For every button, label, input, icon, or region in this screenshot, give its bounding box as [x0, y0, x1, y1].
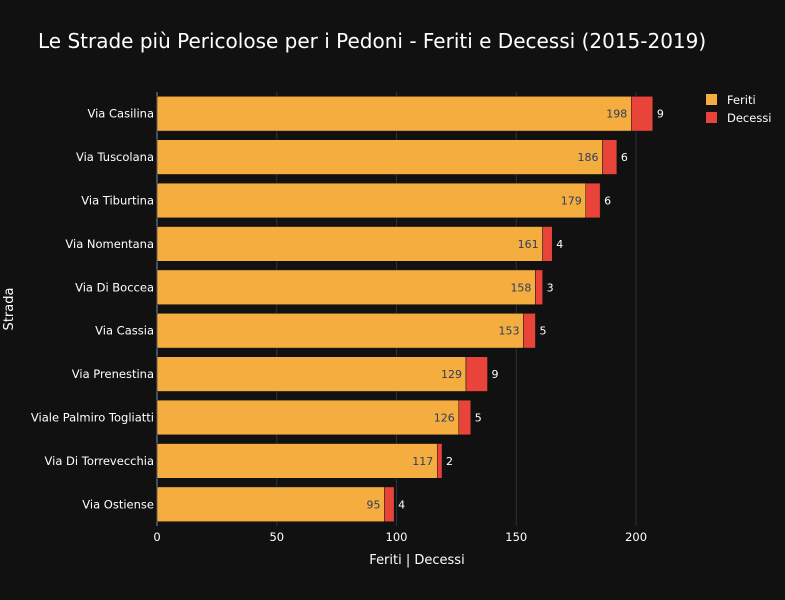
bar-decessi[interactable]: [585, 182, 601, 219]
y-tick-label: Via Tuscolana: [76, 150, 154, 164]
data-label-feriti: 129: [441, 368, 462, 381]
bar-feriti[interactable]: [156, 139, 603, 175]
data-label-decessi: 5: [539, 325, 546, 338]
data-label-feriti: 198: [606, 108, 627, 121]
x-tick-label: 150: [505, 530, 527, 544]
data-label-feriti: 126: [434, 412, 455, 425]
data-labels: 198 9 186 6 179 6 161 4 158 3 153 5 129 9 126 5 117 2 95 4: [367, 108, 664, 512]
x-axis-tick-labels: 0 50 100 150 200: [153, 530, 647, 544]
y-tick-label: Via Casilina: [87, 107, 154, 121]
y-tick-label: Viale Palmiro Togliatti: [31, 411, 154, 425]
bar-decessi[interactable]: [436, 443, 443, 479]
y-axis-title: Strada: [2, 288, 17, 331]
bar-decessi[interactable]: [523, 313, 536, 349]
legend-label: Decessi: [727, 111, 772, 125]
y-tick-label: Via Di Boccea: [75, 280, 154, 294]
legend-swatch: [706, 94, 717, 105]
data-label-feriti: 179: [561, 195, 582, 208]
bar-feriti[interactable]: [156, 443, 438, 479]
x-axis-title: Feriti | Decessi: [369, 553, 464, 568]
legend-item-feriti[interactable]: Feriti: [706, 93, 756, 107]
data-label-decessi: 2: [446, 455, 453, 468]
data-label-decessi: 6: [604, 195, 611, 208]
y-tick-label: Via Di Torrevecchia: [45, 454, 154, 468]
bars: [156, 96, 654, 522]
legend-swatch: [706, 112, 717, 123]
data-label-feriti: 95: [367, 498, 381, 511]
bar-decessi[interactable]: [602, 139, 618, 175]
x-tick-label: 50: [269, 530, 284, 544]
legend[interactable]: Feriti Decessi: [706, 93, 772, 125]
data-label-feriti: 158: [510, 281, 531, 294]
bar-feriti[interactable]: [156, 269, 536, 305]
data-label-decessi: 6: [621, 151, 628, 164]
bar-decessi[interactable]: [535, 269, 543, 305]
data-label-decessi: 9: [657, 108, 664, 121]
bar-feriti[interactable]: [156, 182, 586, 219]
bar-feriti[interactable]: [156, 356, 467, 392]
bar-feriti[interactable]: [156, 313, 524, 349]
data-label-feriti: 153: [498, 325, 519, 338]
bar-feriti[interactable]: [156, 399, 460, 436]
bar-decessi[interactable]: [384, 486, 395, 522]
bar-feriti[interactable]: [156, 96, 632, 132]
y-axis-tick-labels: Via Casilina Via Tuscolana Via Tiburtina Vi…: [31, 107, 154, 512]
data-label-feriti: 117: [412, 455, 433, 468]
x-tick-label: 200: [625, 530, 647, 544]
y-tick-label: Via Cassia: [95, 324, 154, 338]
data-label-feriti: 161: [518, 238, 539, 251]
legend-label: Feriti: [727, 93, 756, 107]
bar-decessi[interactable]: [465, 356, 488, 392]
y-tick-label: Via Nomentana: [65, 237, 154, 251]
chart-title: Le Strade più Pericolose per i Pedoni - …: [38, 29, 706, 53]
bar-decessi[interactable]: [631, 96, 654, 132]
x-tick-label: 0: [153, 530, 160, 544]
data-label-decessi: 4: [556, 238, 563, 251]
x-tick-label: 100: [386, 530, 408, 544]
data-label-decessi: 3: [547, 281, 554, 294]
bar-feriti[interactable]: [156, 226, 543, 262]
legend-item-decessi[interactable]: Decessi: [706, 111, 772, 125]
y-tick-label: Via Ostiense: [82, 497, 154, 511]
y-tick-label: Via Prenestina: [72, 367, 154, 381]
bar-feriti[interactable]: [156, 486, 385, 522]
data-label-decessi: 4: [398, 498, 405, 511]
bar-decessi[interactable]: [458, 399, 472, 436]
bar-decessi[interactable]: [542, 226, 553, 262]
data-label-feriti: 186: [578, 151, 599, 164]
data-label-decessi: 5: [475, 412, 482, 425]
y-tick-label: Via Tiburtina: [81, 194, 154, 208]
data-label-decessi: 9: [492, 368, 499, 381]
